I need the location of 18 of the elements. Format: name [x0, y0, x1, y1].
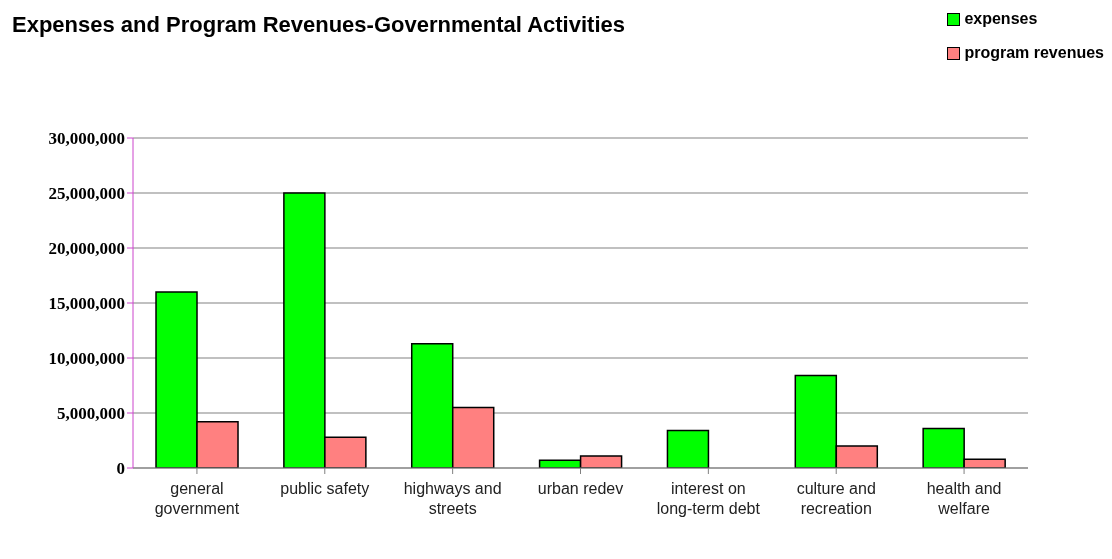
legend-label: program revenues	[963, 44, 1104, 62]
x-tick-label: highways and streets	[403, 480, 502, 517]
chart-title: Expenses and Program Revenues-Governmental Activities	[12, 12, 625, 38]
x-tick-label: culture and recreation	[796, 480, 876, 517]
y-tick-label: 0	[116, 459, 125, 479]
bar	[666, 429, 710, 468]
y-tick-label: 20,000,000	[48, 239, 125, 259]
y-tick-label: 25,000,000	[48, 184, 125, 204]
x-tick-label: health and welfare	[926, 480, 1002, 517]
legend-label: expenses	[963, 10, 1039, 28]
y-tick-label: 15,000,000	[48, 294, 125, 314]
y-tick-label: 5,000,000	[57, 404, 125, 424]
x-tick-label: urban redev	[537, 480, 624, 498]
x-tick-label: interest on long-term debt	[656, 480, 761, 517]
y-tick-label: 30,000,000	[48, 129, 125, 149]
y-tick-label: 10,000,000	[48, 349, 125, 369]
x-tick-label: general government	[154, 480, 240, 517]
x-tick-label: public safety	[280, 480, 370, 498]
